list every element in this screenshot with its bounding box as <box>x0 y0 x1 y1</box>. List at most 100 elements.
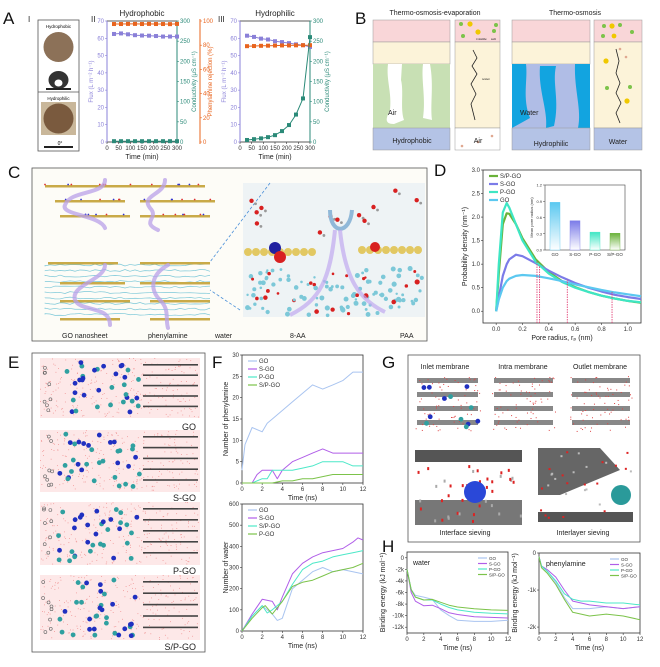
phenylamine-sphere <box>464 481 486 503</box>
legend-label: S-GO <box>500 182 516 188</box>
x-tick-label: 300 <box>172 146 183 152</box>
go-nanosheet <box>140 282 210 285</box>
solute-molecule <box>78 360 84 366</box>
y-tick-label: -2k <box>396 567 405 573</box>
go-layer <box>143 405 198 408</box>
x-tick-label: 100 <box>125 146 136 152</box>
y-tick-label: 10 <box>230 123 237 129</box>
legend-label: S/P-GO <box>621 574 637 579</box>
go-layer <box>143 603 198 606</box>
data-point <box>301 43 305 48</box>
y-axis-label: Number of water <box>223 541 230 593</box>
panel-c-schematic: GO nanosheet phenylamine water 8-AA PAA <box>31 167 428 342</box>
x-tick-label: 12 <box>360 487 367 493</box>
y-tick-label: 10 <box>97 123 104 129</box>
solute-molecule <box>122 374 128 380</box>
y-tick-label: 500 <box>229 523 240 529</box>
data-point <box>259 43 263 48</box>
solute-molecule <box>79 599 84 605</box>
y-tick-label: 300 <box>313 19 324 25</box>
y-tick-label: 0.0 <box>536 248 542 253</box>
x-tick-label: 10 <box>339 487 346 493</box>
x-axis-label: Time (min) <box>258 154 291 161</box>
go-layer <box>143 581 198 583</box>
solute-molecule <box>123 481 128 487</box>
legend-label: S/P-GO <box>500 174 521 180</box>
data-point <box>168 22 172 27</box>
legend-label: GO <box>621 557 629 562</box>
x-tick-label: 6 <box>301 635 305 641</box>
solute-molecule <box>87 626 92 632</box>
data-point <box>154 22 158 27</box>
solute-molecule <box>100 458 106 464</box>
solute-molecule <box>105 527 111 532</box>
solute-molecule <box>94 613 100 619</box>
y-tick-label: 3.0 <box>472 168 481 174</box>
paa-chain <box>44 313 211 316</box>
solute-molecule <box>81 441 87 446</box>
x-tick-label: 0 <box>240 635 244 641</box>
go-layer <box>143 541 198 543</box>
solute-molecule <box>57 616 63 622</box>
y-tick-label: 100 <box>313 100 324 106</box>
legend-label: P-GO <box>489 567 501 572</box>
sub-label-ii: II <box>91 15 95 24</box>
md-snapshot <box>40 502 200 565</box>
chart-d-inset-mean-pore: 0.0 0.3 0.6 0.9 1.2 Mean pore radius (nm) GO S-… <box>529 183 626 257</box>
solute-molecule <box>113 371 119 377</box>
chart-h-water: 0 2 4 6 8 10 12 Time (ns) 0 -2k -4k -6k -8k -10k -12k B… <box>380 551 512 652</box>
bar <box>569 220 581 251</box>
solute-molecule <box>85 522 91 528</box>
paa-chain <box>44 263 211 267</box>
solute-molecule <box>124 540 130 546</box>
solute-molecule <box>132 594 138 600</box>
membrane-snapshot <box>570 376 633 432</box>
solute-molecule <box>123 392 129 397</box>
solute-molecule <box>81 392 87 398</box>
panel-a-photos: Hydrophobic Hydrophilic 0° <box>37 19 80 152</box>
data-point <box>287 41 291 46</box>
data-point <box>273 43 277 48</box>
y-tick-label: 100 <box>229 608 240 614</box>
y-tick-label: 20 <box>203 116 210 122</box>
title-thermo-osmosis-evaporation: Thermo-osmosis-evaporation <box>389 10 480 17</box>
bar <box>589 231 601 251</box>
go-nanosheet <box>48 262 118 265</box>
go-layer <box>143 446 198 449</box>
chart-title: Hydrophilic <box>255 9 295 18</box>
solute-molecule <box>96 432 102 438</box>
category-label: S-GO <box>569 252 581 257</box>
panel-label-e: E <box>8 353 19 372</box>
solute-molecule <box>72 525 77 531</box>
chart-f-phenylamine: 0 2 4 6 8 10 12 Time (ns) 0 5 10 15 20 25 30 Number of … <box>223 353 367 502</box>
solute-molecule <box>101 363 107 369</box>
data-point <box>126 21 130 26</box>
legend-label: S/P-GO <box>259 524 280 530</box>
x-tick-label: 12 <box>360 635 367 641</box>
x-tick-label: 0 <box>238 146 242 152</box>
x-tick-label: 300 <box>305 146 316 152</box>
solute-molecule <box>70 457 76 463</box>
solute-molecule <box>117 448 123 454</box>
panel-label-c: C <box>8 163 20 182</box>
y-tick-label: 0.6 <box>536 215 542 220</box>
data-point <box>126 32 130 37</box>
y-tick-label: 1.2 <box>536 183 542 188</box>
data-point <box>140 33 144 38</box>
go-layer <box>143 508 198 510</box>
go-layer <box>143 457 198 460</box>
y-axis-label: Number of phenylamine <box>223 382 230 456</box>
flat-droplet-image <box>44 146 73 148</box>
rejection-arrow <box>328 209 354 231</box>
go-layer <box>143 479 198 481</box>
membrane-snapshot <box>492 376 556 431</box>
md-snapshot <box>40 575 200 640</box>
y-tick-label: 10 <box>232 438 239 444</box>
series-line-s-go <box>406 569 509 619</box>
solute-molecule <box>94 508 100 514</box>
y-tick-label: 50 <box>180 120 187 126</box>
solute-molecule <box>101 542 106 548</box>
data-point <box>140 139 144 144</box>
